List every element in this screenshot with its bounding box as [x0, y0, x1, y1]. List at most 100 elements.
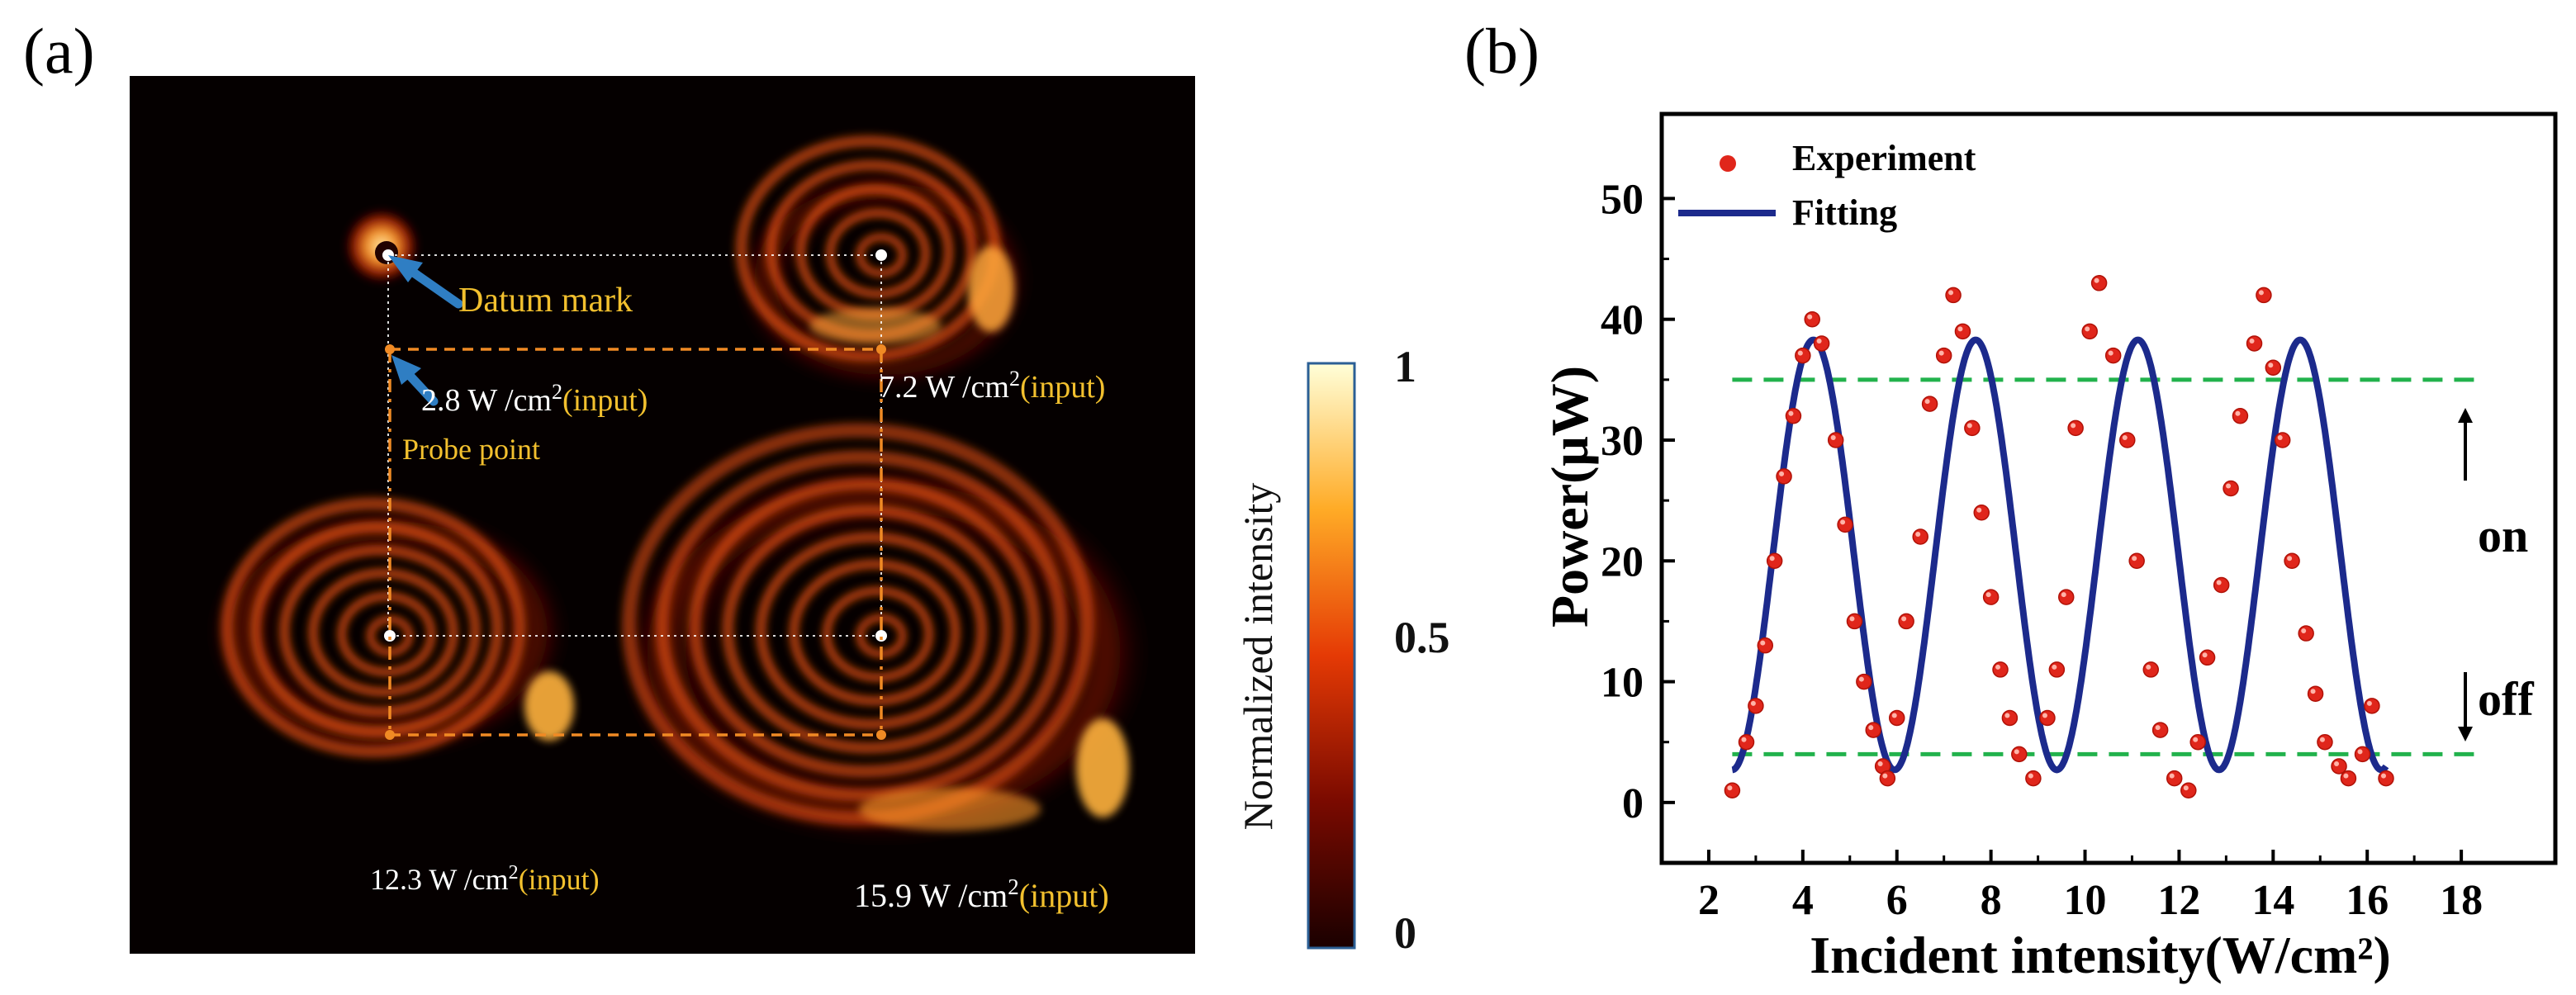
experiment-point	[1865, 722, 1882, 738]
x-axis-label: Incident intensity(W/cm²)	[1810, 926, 2391, 984]
experiment-point	[2128, 552, 2145, 570]
experiment-point-highlight	[2094, 277, 2099, 283]
experiment-point-highlight	[2277, 434, 2283, 440]
experiment-point-highlight	[2235, 410, 2241, 416]
experiment-point	[2151, 722, 2169, 738]
experiment-point-highlight	[2042, 713, 2047, 718]
experiment-point-highlight	[1840, 519, 1846, 525]
experiment-point-highlight	[2071, 423, 2076, 429]
experiment-point	[2364, 698, 2380, 714]
experiment-point	[2213, 576, 2230, 594]
y-axis-label: Power(μW)	[1540, 366, 1599, 628]
legend-marker-experiment	[1720, 155, 1736, 172]
experiment-point	[2189, 733, 2206, 751]
experiment-point	[2284, 552, 2300, 570]
legend-label-fitting: Fitting	[1792, 192, 1897, 233]
experiment-point	[2340, 770, 2357, 787]
experiment-point	[2298, 625, 2314, 642]
off-arrow-icon	[2458, 672, 2473, 742]
caption-sup: 2	[509, 862, 519, 884]
experiment-point-highlight	[1976, 507, 1982, 513]
plot-frame	[1659, 111, 2558, 865]
experiment-point-highlight	[1985, 592, 1991, 598]
experiment-point-highlight	[1788, 410, 1794, 416]
experiment-point	[2223, 480, 2239, 497]
experiment-point-highlight	[2202, 652, 2208, 658]
colorbar-tick-0-5: 0.5	[1394, 613, 1450, 662]
experiment-point-highlight	[1830, 434, 1836, 440]
caption-sup: 2	[552, 380, 562, 404]
experiment-point	[2265, 359, 2282, 376]
colorbar: Normalized intensity 1 0.5 0	[1235, 342, 1450, 958]
fitting-curve	[1731, 336, 2389, 774]
experiment-point-highlight	[2146, 664, 2151, 670]
experiment-point-highlight	[1750, 700, 1756, 706]
experiment-point-highlight	[1769, 556, 1775, 561]
legend-label-experiment: Experiment	[1792, 138, 1976, 178]
caption-12-3: 12.3 W /cm2(input)	[370, 862, 600, 896]
experiment-point	[1945, 287, 1962, 304]
y-tick-label: 40	[1601, 297, 1644, 344]
experiment-point	[2180, 782, 2197, 798]
datum-mark-label: Datum mark	[458, 282, 633, 320]
experiment-point	[1888, 709, 1905, 727]
experiment-point-highlight	[2193, 737, 2199, 742]
panel-b: (b) 2 4 6 8 10 12 14 16 18 0 10 20 30 40 50 Incident in…	[1464, 15, 2558, 984]
experiment-point	[2331, 758, 2347, 775]
experiment-point-highlight	[1727, 785, 1733, 791]
experiment-point	[1748, 698, 1764, 714]
experiment-point	[2039, 709, 2056, 727]
caption-15-9: 15.9 W /cm2(input)	[854, 874, 1109, 914]
experiment-point-highlight	[1915, 532, 1921, 538]
experiment-point	[1954, 323, 1971, 340]
x-tick-label: 12	[2157, 877, 2200, 924]
x-tick-label: 2	[1698, 877, 1720, 924]
experiment-point-highlight	[1858, 676, 1864, 682]
caption-value: 15.9 W /cm	[854, 877, 1008, 914]
experiment-point-highlight	[2155, 725, 2161, 731]
colorbar-tick-0: 0	[1394, 908, 1416, 958]
experiment-point-highlight	[1741, 737, 1747, 742]
x-tick-label: 18	[2440, 877, 2483, 924]
caption-suffix: (input)	[1020, 370, 1105, 405]
caption-value: 2.8 W /cm	[421, 383, 552, 418]
experiment-point-highlight	[1995, 664, 2001, 670]
experiment-point	[2166, 770, 2183, 787]
experiment-point-highlight	[2249, 338, 2255, 344]
experiment-point	[2011, 746, 2028, 763]
experiment-point	[1804, 310, 1820, 328]
experiment-point-highlight	[2366, 700, 2372, 706]
panel-b-label: (b)	[1464, 15, 1539, 87]
experiment-point	[2256, 287, 2272, 304]
off-label: off	[2478, 672, 2534, 726]
probe-point-arrow	[391, 355, 439, 406]
experiment-point	[1992, 661, 2009, 678]
experiment-point	[2354, 746, 2371, 763]
experiment-point-highlight	[2226, 483, 2232, 489]
experiment-point	[1766, 552, 1783, 570]
pattern-7-2	[735, 135, 1028, 386]
experiment-point-highlight	[1779, 471, 1785, 476]
experiment-point	[2067, 419, 2084, 437]
experiment-point-highlight	[1868, 725, 1874, 731]
experiment-point-highlight	[2301, 628, 2307, 634]
experiment-point-highlight	[2183, 785, 2189, 791]
colorbar-label: Normalized intensity	[1235, 483, 1281, 831]
experiment-point-highlight	[2216, 580, 2222, 585]
experiment-point	[2001, 709, 2019, 727]
experiment-point	[1785, 407, 1802, 424]
experiment-point	[2119, 432, 2136, 448]
y-tick-label: 10	[1601, 660, 1644, 707]
experiment-point-highlight	[2061, 592, 2066, 598]
y-tick-label: 30	[1601, 418, 1644, 465]
experiment-point	[1973, 505, 1990, 521]
experiment-point-highlight	[2310, 689, 2316, 694]
x-tick-label: 10	[2064, 877, 2107, 924]
experiment-point-highlight	[2052, 664, 2057, 670]
experiment-point-highlight	[1966, 423, 1972, 429]
x-tick-label: 16	[2346, 877, 2389, 924]
experiment-point-highlight	[2258, 290, 2264, 296]
experiment-point	[1898, 613, 1914, 630]
experiment-point	[1856, 673, 1872, 690]
experiment-point-highlight	[2268, 362, 2274, 368]
